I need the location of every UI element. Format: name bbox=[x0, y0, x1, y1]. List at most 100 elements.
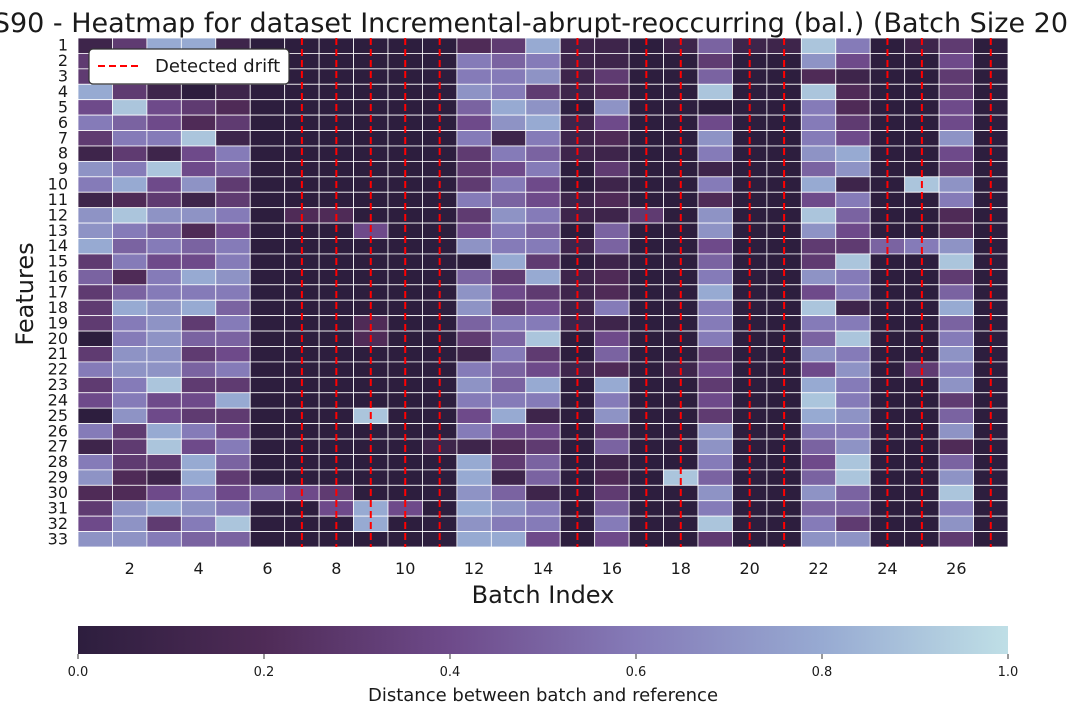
heatmap-cell bbox=[800, 438, 837, 455]
heatmap-cell bbox=[594, 484, 630, 502]
heatmap-cell bbox=[835, 114, 871, 131]
x-tick-label: 22 bbox=[808, 559, 828, 578]
heatmap-cell bbox=[594, 253, 630, 270]
heatmap-cell bbox=[490, 114, 527, 131]
y-tick-label: 1 bbox=[58, 36, 68, 55]
heatmap-cell bbox=[249, 438, 286, 455]
heatmap-cell bbox=[490, 268, 527, 286]
heatmap-cell bbox=[249, 392, 286, 409]
heatmap-cell bbox=[697, 484, 733, 502]
heatmap-cell bbox=[938, 299, 974, 317]
heatmap-cell bbox=[938, 330, 974, 347]
heatmap-cell bbox=[525, 438, 561, 455]
heatmap-cell bbox=[112, 253, 148, 270]
y-tick-label: 23 bbox=[48, 375, 68, 394]
heatmap-cell bbox=[215, 191, 251, 209]
heatmap-cell bbox=[146, 238, 182, 255]
heatmap-cell bbox=[112, 423, 148, 440]
heatmap-cell bbox=[146, 99, 182, 116]
heatmap-cell bbox=[456, 438, 492, 455]
heatmap-cell bbox=[456, 454, 492, 471]
heatmap-cell bbox=[835, 361, 871, 378]
heatmap-cell bbox=[249, 99, 286, 116]
heatmap-cell bbox=[215, 130, 251, 147]
heatmap-cell bbox=[146, 346, 182, 363]
heatmap-cell bbox=[146, 222, 182, 239]
heatmap-cell bbox=[249, 207, 286, 224]
heatmap-cell bbox=[180, 145, 217, 162]
heatmap-cell bbox=[112, 346, 148, 363]
x-tick-label: 24 bbox=[877, 559, 897, 578]
heatmap-cell bbox=[249, 315, 286, 332]
heatmap-cell bbox=[697, 68, 733, 85]
heatmap-cell bbox=[249, 238, 286, 255]
heatmap-cell bbox=[249, 145, 286, 162]
heatmap-cell bbox=[525, 392, 561, 409]
heatmap-cell bbox=[490, 222, 527, 239]
y-tick-label: 26 bbox=[48, 421, 68, 440]
heatmap-cell bbox=[490, 438, 527, 455]
heatmap-cell bbox=[697, 315, 733, 332]
heatmap-cell bbox=[146, 376, 182, 394]
heatmap-cell bbox=[215, 268, 251, 286]
heatmap-cell bbox=[525, 253, 561, 270]
heatmap-cell bbox=[146, 423, 182, 440]
heatmap-cell bbox=[594, 392, 630, 409]
heatmap-cell bbox=[112, 191, 148, 209]
heatmap-cell bbox=[77, 130, 113, 147]
heatmap-cell bbox=[800, 176, 837, 193]
heatmap-cell bbox=[490, 454, 527, 471]
heatmap-cell bbox=[456, 407, 492, 425]
heatmap-cell bbox=[938, 407, 974, 425]
colorbar-ticks: 0.0 0.2 0.4 0.6 0.8 1.0 bbox=[68, 654, 1018, 680]
heatmap-cell bbox=[215, 99, 251, 116]
heatmap-cell bbox=[180, 176, 217, 193]
heatmap-cell bbox=[525, 222, 561, 239]
heatmap-cell bbox=[112, 238, 148, 255]
heatmap-cell bbox=[594, 346, 630, 363]
y-tick-label: 5 bbox=[58, 97, 68, 116]
heatmap-cell bbox=[800, 114, 837, 131]
heatmap-cell bbox=[525, 346, 561, 363]
heatmap-cell bbox=[77, 176, 113, 193]
heatmap-cell bbox=[456, 222, 492, 239]
heatmap-cell bbox=[180, 484, 217, 502]
heatmap-cell bbox=[697, 53, 733, 70]
heatmap-cell bbox=[490, 376, 527, 394]
heatmap-cell bbox=[697, 222, 733, 239]
heatmap-cell bbox=[456, 253, 492, 270]
heatmap-cell bbox=[215, 253, 251, 270]
y-tick-label: 29 bbox=[48, 468, 68, 487]
heatmap-cell bbox=[490, 361, 527, 378]
heatmap-cell bbox=[835, 376, 871, 394]
heatmap-cell bbox=[800, 99, 837, 116]
heatmap-cell bbox=[112, 500, 148, 517]
heatmap-cell bbox=[77, 238, 113, 255]
heatmap-cell bbox=[938, 99, 974, 116]
y-tick-label: 18 bbox=[48, 298, 68, 317]
y-tick-label: 3 bbox=[58, 67, 68, 86]
heatmap-cell bbox=[938, 284, 974, 301]
heatmap-cell bbox=[835, 99, 871, 116]
y-tick-label: 30 bbox=[48, 483, 68, 502]
heatmap-cell bbox=[800, 145, 837, 162]
heatmap-cell bbox=[490, 392, 527, 409]
heatmap-cell bbox=[180, 299, 217, 317]
heatmap-cell bbox=[456, 238, 492, 255]
heatmap-cell bbox=[835, 423, 871, 440]
heatmap-cell bbox=[146, 191, 182, 209]
heatmap-cell bbox=[490, 423, 527, 440]
heatmap-cell bbox=[525, 284, 561, 301]
heatmap-cell bbox=[180, 407, 217, 425]
heatmap-cell bbox=[180, 361, 217, 378]
heatmap-cell bbox=[594, 469, 630, 486]
heatmap-cell bbox=[525, 238, 561, 255]
heatmap-cell bbox=[77, 253, 113, 270]
heatmap-cell bbox=[180, 392, 217, 409]
heatmap-cell bbox=[249, 160, 286, 178]
colorbar bbox=[78, 626, 1008, 654]
heatmap-cell bbox=[77, 515, 113, 532]
heatmap-cell bbox=[77, 376, 113, 394]
heatmap-cell bbox=[180, 284, 217, 301]
heatmap-cell bbox=[525, 454, 561, 471]
